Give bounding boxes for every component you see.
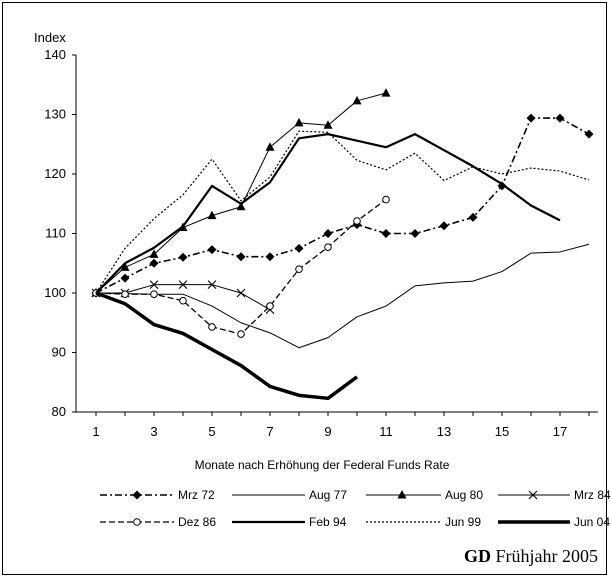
- series-0-point-17: [584, 129, 594, 139]
- series-0-point-3: [178, 252, 188, 262]
- series-0-point-12: [439, 221, 449, 231]
- x-tick-label-17: 17: [553, 424, 567, 439]
- series-line-7: [95, 291, 359, 401]
- series-4-point-5: [237, 330, 245, 338]
- legend-label-6: Jun 99: [445, 515, 481, 529]
- legend-label-5: Feb 94: [309, 515, 347, 529]
- legend: Mrz 72 Aug 77 Aug 80 Mrz 84 Dez 86 Feb 94 Jun …: [100, 488, 611, 529]
- series-2-point-9: [352, 95, 362, 105]
- y-tick-label-140: 140: [44, 47, 66, 62]
- series-line-1: [95, 243, 590, 349]
- series-4-point-3: [179, 296, 187, 305]
- series-0-point-2: [149, 258, 159, 268]
- x-tick-label-9: 9: [324, 424, 331, 439]
- series-2: [91, 88, 391, 297]
- series-6: [95, 130, 590, 294]
- legend-label-2: Aug 80: [445, 488, 483, 502]
- y-tick-label-120: 120: [44, 166, 66, 181]
- series-4-point-6: [266, 302, 274, 310]
- series-4-point-2: [150, 290, 158, 298]
- chart-frame: [2, 2, 607, 575]
- x-tick-label-15: 15: [495, 424, 509, 439]
- series-0-point-4: [207, 245, 217, 255]
- legend-label-0: Mrz 72: [178, 488, 215, 502]
- series-4-point-4: [208, 323, 216, 331]
- series-4-point-10: [382, 195, 390, 204]
- series-2-point-4: [207, 210, 217, 220]
- series-line-6: [95, 130, 590, 294]
- series-0-point-15: [526, 113, 536, 123]
- series-0-point-11: [410, 229, 420, 238]
- series-3-point-5: [236, 288, 246, 298]
- legend-label-7: Jun 04: [574, 515, 610, 529]
- legend-marker-3: [528, 490, 538, 500]
- series-4-point-7: [295, 265, 303, 274]
- series-0: [91, 113, 594, 298]
- series-0-point-10: [381, 229, 391, 238]
- legend-label-3: Mrz 84: [574, 488, 611, 502]
- series-0-point-13: [468, 212, 478, 222]
- series-2-point-8: [323, 120, 333, 129]
- series-0-point-8: [323, 229, 333, 238]
- series-0-point-5: [236, 252, 246, 262]
- x-tick-label-13: 13: [437, 424, 451, 439]
- legend-label-4: Dez 86: [178, 515, 216, 529]
- footer-edition: Frühjahr 2005: [491, 546, 598, 566]
- series-4-point-8: [324, 243, 332, 251]
- series-2-point-1: [120, 262, 130, 271]
- x-tick-label-1: 1: [92, 424, 99, 439]
- series-line-2: [95, 92, 387, 294]
- series-2-point-6: [265, 142, 275, 151]
- series-2-point-10: [381, 88, 391, 97]
- plot-area: [91, 88, 594, 401]
- series-2-point-7: [294, 117, 304, 127]
- series-4: [92, 195, 390, 338]
- x-tick-label-7: 7: [266, 424, 273, 439]
- series-line-5: [95, 133, 561, 294]
- series-0-point-16: [555, 113, 565, 123]
- y-axis-title: Index: [34, 30, 66, 45]
- series-2-point-5: [236, 201, 246, 211]
- x-tick-label-5: 5: [208, 424, 215, 439]
- y-tick-label-100: 100: [44, 285, 66, 300]
- legend-marker-2: [397, 490, 407, 499]
- y-tick-label-110: 110: [45, 226, 66, 241]
- x-axis-title: Monate nach Erhöhung der Federal Funds R…: [195, 458, 450, 472]
- y-tick-label-130: 130: [44, 107, 66, 122]
- y-tick-label-80: 80: [52, 404, 66, 419]
- series-0-point-1: [120, 273, 130, 283]
- series-1: [95, 243, 590, 349]
- footer-brand: GD: [464, 546, 491, 566]
- footer-credit: GD Frühjahr 2005: [464, 546, 598, 566]
- x-tick-label-3: 3: [150, 424, 157, 439]
- y-tick-label-90: 90: [52, 345, 66, 360]
- legend-marker-0: [132, 490, 142, 500]
- series-7: [95, 291, 359, 401]
- series-3-point-2: [149, 280, 159, 290]
- legend-marker-4: [133, 518, 141, 526]
- series-0-point-6: [265, 252, 275, 262]
- series-3-point-3: [178, 280, 188, 290]
- series-2-point-2: [149, 249, 159, 258]
- series-4-point-1: [121, 290, 129, 298]
- series-line-0: [95, 117, 590, 294]
- series-3-point-4: [207, 280, 217, 290]
- series-5: [95, 133, 561, 294]
- x-tick-label-11: 11: [379, 424, 393, 439]
- series-0-point-7: [294, 243, 304, 253]
- legend-label-1: Aug 77: [309, 488, 347, 502]
- series-4-point-9: [353, 217, 361, 225]
